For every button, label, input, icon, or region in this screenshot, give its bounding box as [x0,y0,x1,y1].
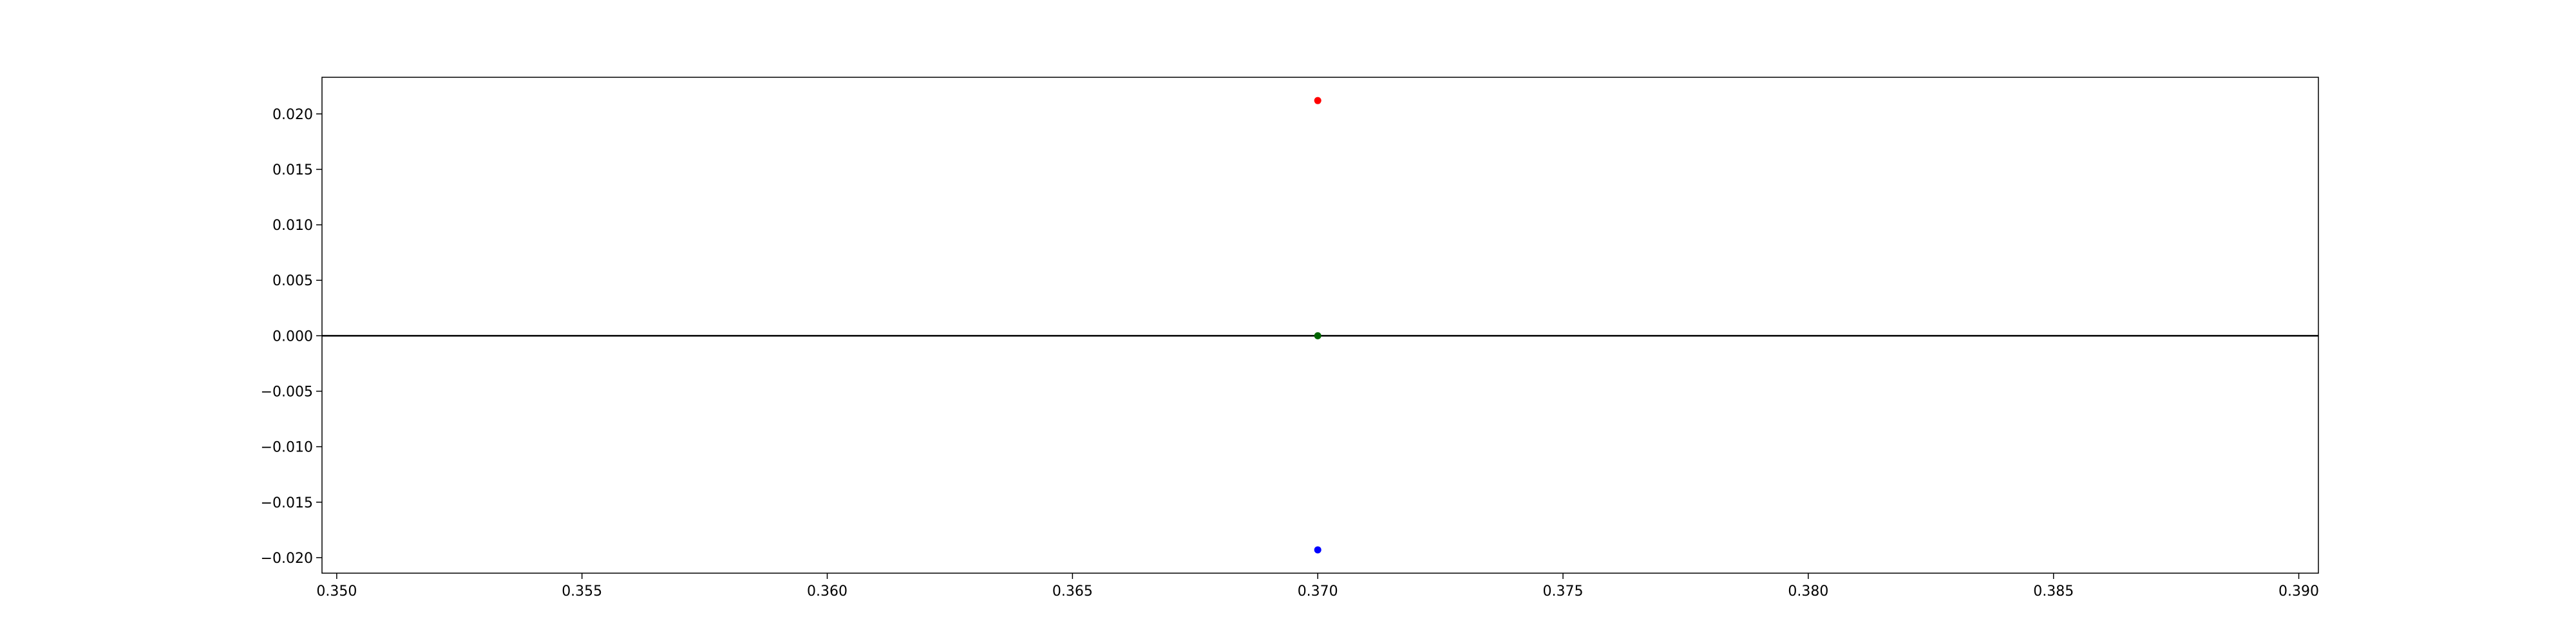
x-tick-label: 0.390 [2278,583,2319,600]
x-tick-label: 0.365 [1052,583,1093,600]
y-tick-label: −0.020 [261,551,313,567]
data-point [1314,97,1321,104]
x-tick-label: 0.385 [2033,583,2074,600]
x-tick-label: 0.360 [807,583,848,600]
y-tick-label: −0.015 [261,495,313,511]
y-axis: 0.020 0.015 0.010 0.005 0.000 −0.005 −0.010 −0.… [261,107,322,567]
x-tick-label: 0.370 [1298,583,1338,600]
x-tick-label: 0.355 [562,583,602,600]
y-tick-label: 0.015 [272,162,313,178]
y-tick-label: −0.010 [261,440,313,456]
plot-area-frame [321,77,2319,574]
y-tick-label: 0.000 [272,328,313,345]
y-tick-label: 0.010 [272,218,313,234]
x-tick-label: 0.375 [1543,583,1584,600]
y-tick-label: −0.005 [261,384,313,400]
y-tick-label: 0.020 [272,107,313,123]
data-point [1314,332,1321,339]
x-axis: 0.350 0.355 0.360 0.365 0.370 0.375 0.380 0.385… [316,573,2319,600]
y-tick-label: 0.005 [272,273,313,289]
data-point [1314,546,1321,554]
x-tick-label: 0.380 [1788,583,1828,600]
data-points [1314,97,1321,554]
x-tick-label: 0.350 [316,583,357,600]
